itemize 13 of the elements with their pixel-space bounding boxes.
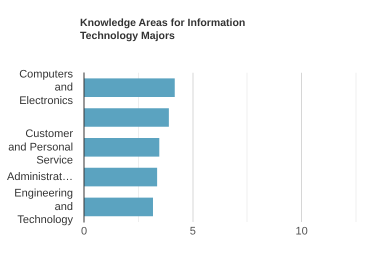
x-tick-label: 0 xyxy=(80,225,88,238)
x-tick-label: 10 xyxy=(295,225,308,238)
bar xyxy=(84,198,153,216)
bar xyxy=(84,138,160,157)
y-tick-label: Engineering and Technology xyxy=(14,188,74,226)
y-tick-label: Administrat… xyxy=(6,171,74,184)
bar xyxy=(84,108,169,127)
y-tick-label: Customer and Personal Service xyxy=(8,128,74,167)
x-tick-label: 5 xyxy=(190,225,196,238)
y-tick-label: Computers and Electronics xyxy=(19,68,74,107)
chart-title: Knowledge Areas for Information Technology Majors xyxy=(80,17,246,43)
bar xyxy=(84,168,158,186)
bar xyxy=(84,78,175,97)
